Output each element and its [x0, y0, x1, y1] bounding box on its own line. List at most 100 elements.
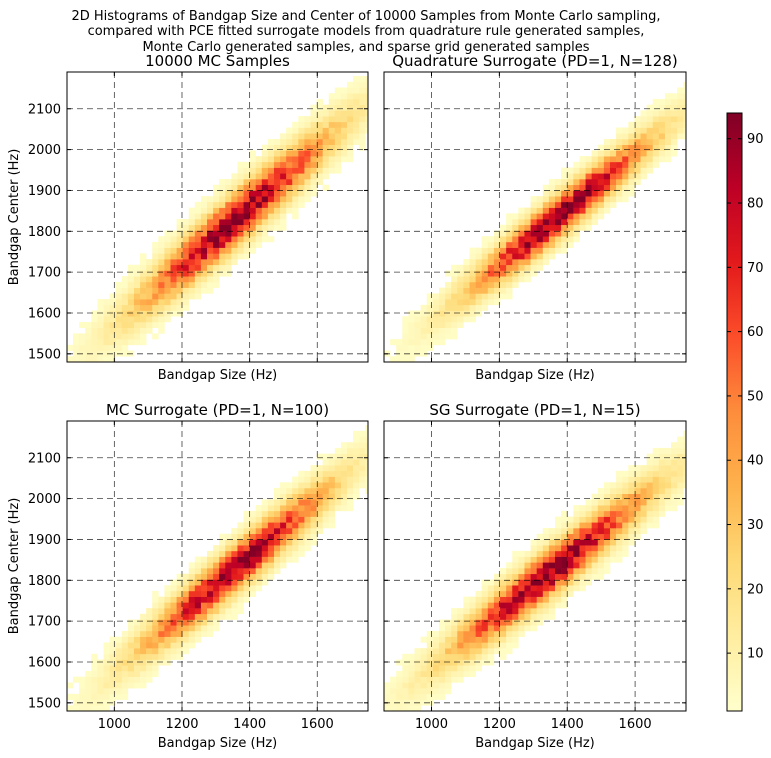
histogram-cell [273, 550, 281, 557]
histogram-cell [457, 613, 464, 620]
histogram-cell [127, 630, 135, 637]
histogram-cell [597, 550, 605, 557]
histogram-cell [628, 510, 635, 517]
histogram-cell [213, 596, 220, 603]
histogram-cell [261, 230, 269, 237]
histogram-cell [225, 533, 232, 540]
histogram-cell [97, 321, 104, 328]
histogram-cell [304, 528, 311, 535]
histogram-cell [359, 476, 366, 483]
histogram-cell [176, 636, 183, 643]
histogram-cell [133, 676, 141, 683]
histogram-cell [146, 270, 153, 277]
histogram-cell [652, 447, 660, 454]
histogram-cell [255, 505, 263, 512]
histogram-cell [298, 161, 305, 168]
histogram-cell [658, 116, 666, 123]
histogram-cell [267, 516, 275, 523]
histogram-cell [573, 573, 580, 580]
histogram-cell [628, 470, 635, 477]
panel-title: 10000 MC Samples [145, 52, 290, 70]
histogram-cell [481, 608, 489, 615]
histogram-cell [334, 470, 342, 477]
histogram-cell [542, 545, 550, 552]
histogram-cell [182, 573, 190, 580]
histogram-cell [683, 87, 687, 94]
histogram-cell [500, 224, 507, 231]
histogram-cell [622, 528, 629, 535]
histogram-cell [133, 281, 141, 288]
histogram-cell [310, 133, 317, 140]
histogram-cell [451, 287, 458, 294]
histogram-cell [506, 648, 513, 655]
histogram-cell [493, 281, 501, 288]
histogram-cell [500, 636, 507, 643]
histogram-cell [548, 608, 556, 615]
histogram-cell [500, 230, 507, 237]
histogram-cell [683, 121, 687, 128]
histogram-cell [103, 648, 110, 655]
histogram-cell [304, 127, 311, 134]
histogram-cell [658, 98, 666, 105]
histogram-cell [548, 247, 556, 254]
histogram-cell [133, 270, 141, 277]
histogram-cell [426, 670, 434, 677]
histogram-cell [567, 545, 574, 552]
histogram-cell [188, 613, 196, 620]
histogram-cell [298, 127, 305, 134]
histogram-cell [182, 219, 190, 226]
histogram-cell [579, 219, 586, 226]
histogram-cell [310, 190, 317, 197]
histogram-cell [286, 190, 293, 197]
histogram-cell [530, 625, 537, 632]
histogram-cell [249, 562, 257, 569]
histogram-cell [170, 630, 177, 637]
histogram-cell [353, 436, 360, 443]
histogram-cell [328, 138, 336, 146]
histogram-cell [555, 562, 562, 569]
histogram-cell [603, 568, 611, 575]
histogram-cell [322, 516, 330, 523]
histogram-cell [328, 465, 336, 472]
histogram-cell [408, 705, 415, 712]
histogram-cell [622, 539, 629, 546]
histogram-cell [261, 510, 269, 517]
histogram-cell [298, 196, 305, 203]
histogram-cell [200, 281, 208, 288]
histogram-cell [347, 98, 354, 105]
histogram-cell [194, 224, 202, 231]
histogram-cell [622, 470, 629, 477]
histogram-cell [506, 276, 513, 283]
histogram-cell [225, 224, 232, 231]
histogram-cell [622, 161, 629, 168]
histogram-cell [445, 299, 452, 306]
histogram-cell [188, 213, 196, 220]
histogram-cell [286, 550, 293, 557]
histogram-cell [152, 287, 159, 294]
figure-title-line-1: 2D Histograms of Bandgap Size and Center… [71, 9, 660, 24]
histogram-cell [304, 522, 311, 529]
histogram-cell [298, 505, 305, 512]
histogram-cell [591, 573, 599, 580]
histogram-cell [164, 241, 171, 248]
histogram-cell [121, 682, 129, 689]
histogram-cell [267, 179, 275, 186]
histogram-cell [536, 608, 544, 615]
histogram-cell [115, 321, 123, 328]
histogram-cell [158, 310, 165, 317]
histogram-cell [512, 562, 519, 569]
histogram-cell [213, 550, 220, 557]
histogram-cell [243, 201, 250, 208]
histogram-cell [219, 179, 226, 186]
histogram-cell [243, 539, 250, 546]
histogram-cell [170, 310, 177, 317]
histogram-cell [347, 121, 354, 128]
histogram-cell [140, 293, 147, 300]
histogram-cell [255, 573, 263, 580]
histogram-cell [591, 528, 599, 535]
histogram-cell [500, 293, 507, 300]
histogram-cell [298, 493, 305, 500]
histogram-cell [103, 310, 110, 317]
histogram-cell [322, 161, 330, 168]
histogram-cell [365, 81, 369, 88]
